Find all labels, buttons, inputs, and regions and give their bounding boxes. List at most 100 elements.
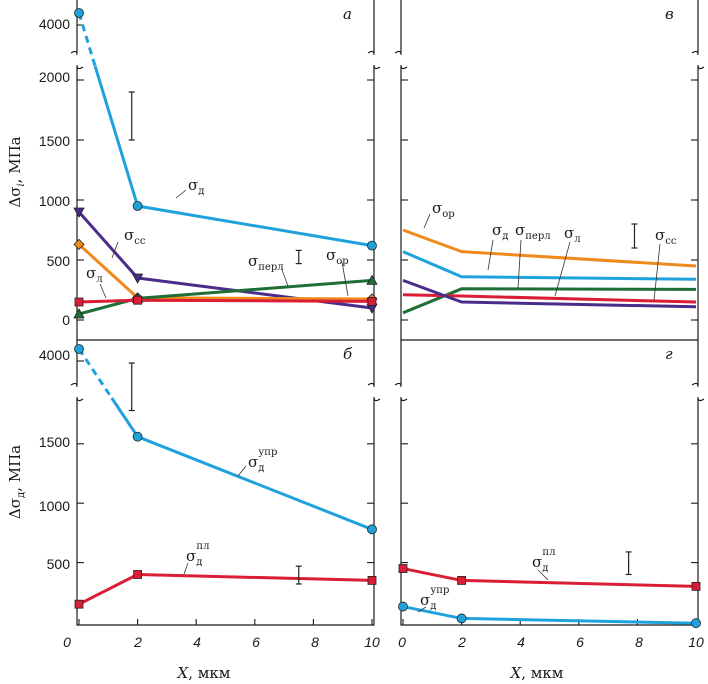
x-tick-label-0-left: 0 <box>63 634 71 650</box>
leader-line-0 <box>175 189 187 199</box>
x-tick-label-4-left: 4 <box>193 634 201 650</box>
panel-letter-v: в <box>665 5 674 23</box>
axis-break-squiggle <box>367 382 381 402</box>
series-а-0-line <box>93 65 373 248</box>
axis-ticks <box>77 24 698 625</box>
series-в-4-line <box>402 278 697 309</box>
series-а-4-line <box>78 298 373 304</box>
leader-line-5 <box>423 213 431 229</box>
series-а-0-dashed-segment <box>77 12 97 67</box>
square-marker <box>398 564 408 573</box>
error-bar-а-0 <box>128 91 135 141</box>
label-sigma-ss-a: σсс <box>124 226 146 247</box>
x-tick-label-8-left: 8 <box>311 634 319 650</box>
x-tick-label-6-right: 6 <box>576 634 584 650</box>
leader-line-3 <box>281 269 289 287</box>
triangle-down-marker <box>131 273 144 284</box>
leader-line-13 <box>417 606 427 613</box>
label-sigma-ss-v: σсс <box>655 226 677 247</box>
square-marker <box>74 297 84 307</box>
x-tick-labels-right: 0 2 4 6 8 10 <box>398 634 704 650</box>
label-sigma-d-upr-b: σдупр <box>248 447 277 474</box>
circle-marker <box>132 201 143 211</box>
label-sigma-d-pl-b: σдпл <box>186 541 209 568</box>
error-bar-б-0 <box>128 362 135 412</box>
leader-line-6 <box>487 239 494 271</box>
y-tick-label-1500: 1500 <box>39 133 70 149</box>
y-axis-label-bottom: Δσд, МПа <box>6 445 27 519</box>
x-tick-label-0-right: 0 <box>398 634 406 650</box>
y-tick-labels-bottom: 4000 1500 1000 500 <box>39 347 70 572</box>
circle-marker <box>74 344 84 354</box>
y-tick-label-0: 0 <box>62 312 70 328</box>
leader-line-2 <box>99 283 107 299</box>
x-tick-label-2-left: 2 <box>133 634 142 650</box>
panel-g-frame <box>400 340 699 626</box>
triangle-up-marker <box>366 274 378 285</box>
label-sigma-l-v: σл <box>564 224 581 245</box>
triangle-down-marker <box>73 207 85 218</box>
error-bar-б-1 <box>295 565 302 585</box>
x-tick-label-10-left: 10 <box>364 634 380 650</box>
leader-line-11 <box>183 562 189 575</box>
label-sigma-or-a: σор <box>326 246 349 267</box>
leader-line-9 <box>653 243 661 301</box>
circle-marker <box>132 431 143 442</box>
square-marker <box>74 599 84 609</box>
square-marker <box>133 570 143 579</box>
square-marker <box>691 581 701 591</box>
error-bar-г-0 <box>625 551 632 576</box>
y-axis-label-top: Δσi, МПа <box>6 136 27 207</box>
label-sigma-l-a: σл <box>86 264 103 285</box>
y-tick-label-4000-bottom: 4000 <box>39 347 70 363</box>
axis-break-squiggle <box>394 50 408 70</box>
series-в-0-line <box>402 228 697 268</box>
axis-break-squiggle <box>70 382 84 402</box>
x-tick-label-2-right: 2 <box>457 634 466 650</box>
diamond-marker <box>73 238 85 250</box>
circle-marker <box>398 601 408 612</box>
axis-break-squiggle <box>691 382 705 402</box>
square-marker <box>457 576 467 585</box>
label-sigma-perl-v: σперл <box>515 221 551 242</box>
error-bar-layer <box>128 91 638 585</box>
leader-line-8 <box>554 241 571 297</box>
y-tick-label-500-bottom: 500 <box>47 556 71 572</box>
series-labels-panel-v: σор σд σперл σл σсс <box>432 199 677 247</box>
leader-line-7 <box>517 239 522 289</box>
x-tick-label-4-right: 4 <box>517 634 525 650</box>
label-sigma-d-a: σд <box>188 176 204 197</box>
y-tick-label-1000: 1000 <box>39 193 70 209</box>
axis-break-markers <box>70 50 705 402</box>
circle-marker <box>367 240 377 251</box>
x-tick-label-10-right: 10 <box>688 634 704 650</box>
error-bar-в-0 <box>631 223 638 249</box>
triangle-up-marker <box>73 308 85 319</box>
series-г-0-line <box>402 567 697 588</box>
panel-v-frame <box>400 0 699 341</box>
label-sigma-d-pl-g: σдпл <box>532 547 555 574</box>
series-labels-panel-a: σд σсс σл σперл σор <box>86 176 349 285</box>
x-axis-label-left: X, мкм <box>177 664 231 682</box>
series-в-3-line <box>402 293 697 304</box>
y-tick-label-2000: 2000 <box>39 69 70 85</box>
y-tick-labels-top: 4000 2000 1500 1000 500 0 <box>39 16 70 328</box>
label-sigma-perl-a: σперл <box>248 252 284 273</box>
x-tick-label-8-right: 8 <box>635 634 643 650</box>
axis-break-squiggle <box>367 50 381 70</box>
y-tick-label-1500-bottom: 1500 <box>39 434 70 450</box>
circle-marker <box>691 618 701 629</box>
circle-marker <box>367 524 377 535</box>
circle-marker <box>74 8 84 18</box>
series-б-0-line <box>110 397 373 531</box>
square-marker <box>367 296 377 306</box>
axis-break-squiggle <box>394 382 408 402</box>
panel-letter-a: а <box>343 5 352 23</box>
leader-line-12 <box>537 569 549 581</box>
square-marker <box>367 576 377 585</box>
series-б-1-line <box>78 572 373 606</box>
y-tick-label-1000-bottom: 1000 <box>39 498 70 514</box>
label-sigma-d-upr-g: σдупр <box>420 585 449 612</box>
label-sigma-or-v: σор <box>432 199 455 220</box>
